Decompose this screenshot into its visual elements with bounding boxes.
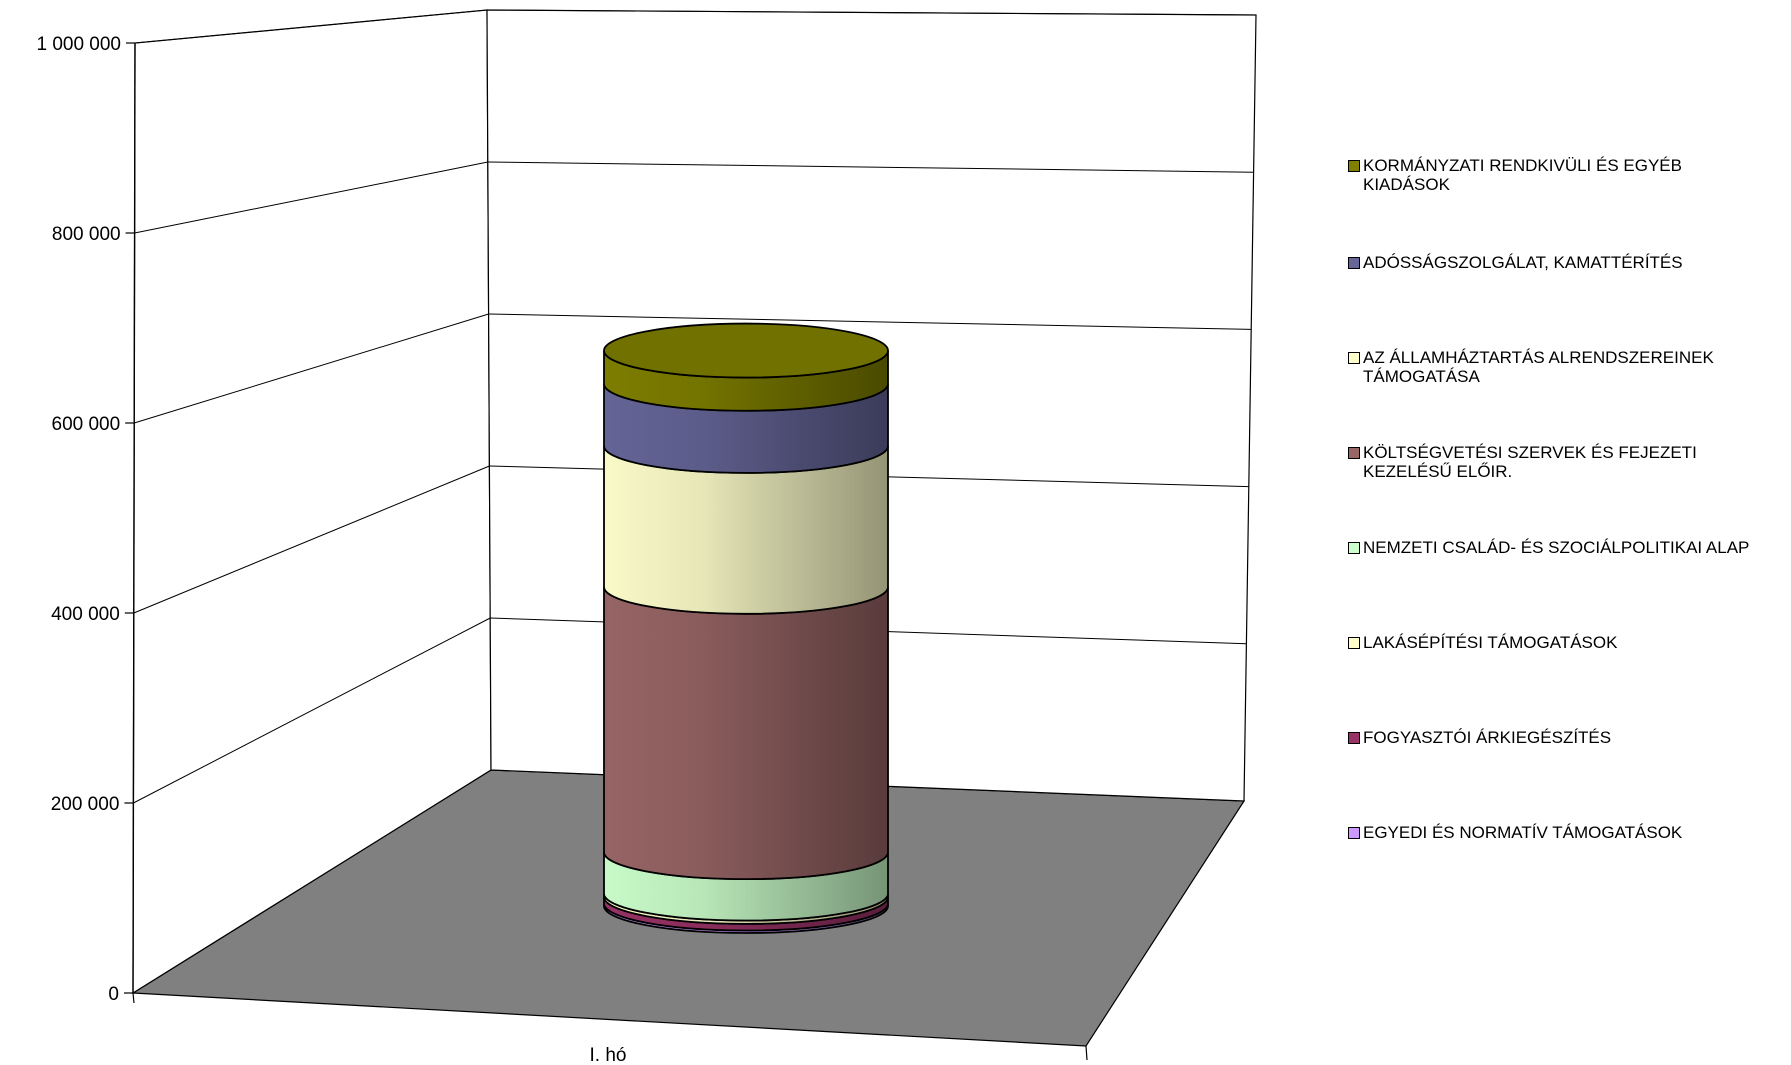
cylinder-top xyxy=(603,322,889,379)
legend-swatch xyxy=(1348,447,1360,459)
y-tick-label: 800 000 xyxy=(52,224,121,245)
legend-item: FOGYASZTÓI ÁRKIEGÉSZÍTÉS xyxy=(1348,728,1611,747)
x-tick xyxy=(1085,1045,1088,1061)
legend-item: AZ ÁLLAMHÁZTARTÁS ALRENDSZEREINEK TÁMOGA… xyxy=(1348,348,1714,386)
y-axis-line xyxy=(132,42,136,994)
legend-item: KORMÁNYZATI RENDKIVÜLI ÉS EGYÉB KIADÁSOK xyxy=(1348,156,1682,194)
legend-swatch xyxy=(1348,637,1360,649)
gridline xyxy=(134,161,488,234)
gridline xyxy=(133,617,491,804)
legend-label: KÖLTSÉGVETÉSI SZERVEK ÉS FEJEZETI KEZELÉ… xyxy=(1363,443,1697,481)
x-category-label: I. hó xyxy=(590,1045,627,1065)
legend-item: ADÓSSÁGSZOLGÁLAT, KAMATTÉRÍTÉS xyxy=(1348,253,1683,272)
legend-item: EGYEDI ÉS NORMATÍV TÁMOGATÁSOK xyxy=(1348,823,1682,842)
legend: KORMÁNYZATI RENDKIVÜLI ÉS EGYÉB KIADÁSOK… xyxy=(1348,0,1788,1065)
gridline xyxy=(487,161,1254,173)
legend-swatch xyxy=(1348,352,1360,364)
y-tick-label: 600 000 xyxy=(52,414,121,435)
legend-label: FOGYASZTÓI ÁRKIEGÉSZÍTÉS xyxy=(1363,728,1612,747)
legend-swatch xyxy=(1348,732,1360,744)
legend-item: KÖLTSÉGVETÉSI SZERVEK ÉS FEJEZETI KEZELÉ… xyxy=(1348,443,1697,481)
y-tick-label: 0 xyxy=(108,984,119,1005)
legend-swatch xyxy=(1348,827,1360,839)
legend-label: AZ ÁLLAMHÁZTARTÁS ALRENDSZEREINEK TÁMOGA… xyxy=(1363,348,1714,386)
y-axis: 0 200 000 400 000 600 000 800 000 1 000 000 xyxy=(36,34,136,1005)
stacked-cylinder xyxy=(603,322,889,934)
gridline xyxy=(134,9,488,44)
legend-item: LAKÁSÉPÍTÉSI TÁMOGATÁSOK xyxy=(1348,633,1617,652)
gridline xyxy=(134,313,489,424)
y-tick-label: 1 000 000 xyxy=(36,34,121,55)
legend-label: EGYEDI ÉS NORMATÍV TÁMOGATÁSOK xyxy=(1363,823,1683,842)
x-tick xyxy=(132,992,135,1004)
gridline xyxy=(133,465,490,614)
legend-label: KORMÁNYZATI RENDKIVÜLI ÉS EGYÉB KIADÁSOK xyxy=(1363,156,1682,194)
x-axis: I. hó xyxy=(132,992,1088,1065)
y-tick-label: 400 000 xyxy=(51,604,120,625)
legend-label: NEMZETI CSALÁD- ÉS SZOCIÁLPOLITIKAI ALAP xyxy=(1363,538,1750,557)
legend-label: ADÓSSÁGSZOLGÁLAT, KAMATTÉRÍTÉS xyxy=(1363,253,1683,272)
legend-swatch xyxy=(1348,542,1360,554)
gridline xyxy=(488,313,1252,330)
legend-swatch xyxy=(1348,160,1360,172)
legend-item: NEMZETI CSALÁD- ÉS SZOCIÁLPOLITIKAI ALAP xyxy=(1348,538,1749,557)
y-tick-label: 200 000 xyxy=(51,794,120,815)
legend-swatch xyxy=(1348,257,1360,269)
gridline xyxy=(486,9,1257,16)
cylinder-segment xyxy=(603,586,889,880)
legend-label: LAKÁSÉPÍTÉSI TÁMOGATÁSOK xyxy=(1363,633,1618,652)
